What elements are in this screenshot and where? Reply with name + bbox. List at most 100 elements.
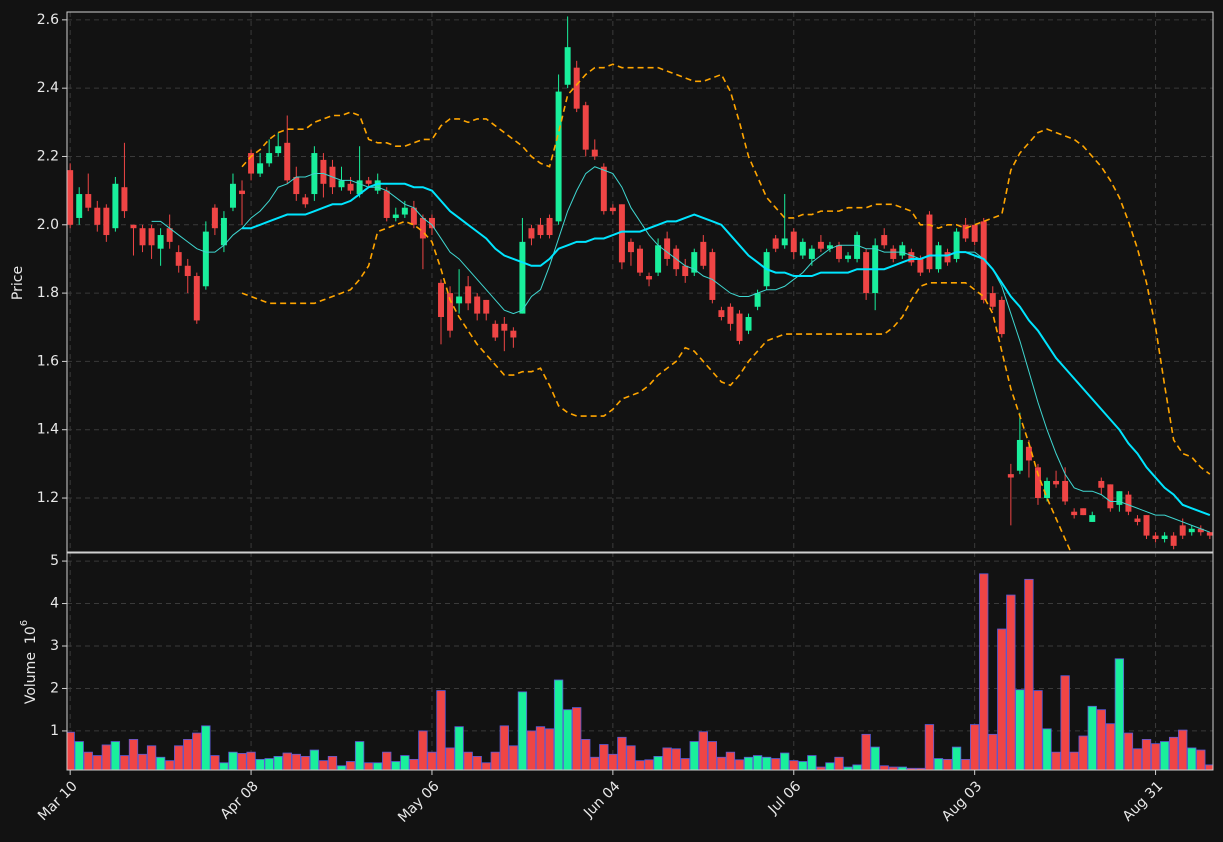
candle-body — [1116, 491, 1123, 505]
candle-body — [1161, 535, 1168, 540]
candle-body — [989, 293, 996, 307]
volume-bar — [572, 707, 582, 770]
candle-body — [890, 248, 897, 259]
volume-bar — [165, 760, 175, 770]
candle-body — [121, 187, 128, 212]
candle-body — [211, 207, 218, 229]
volume-bar — [1159, 741, 1170, 770]
candle-body — [917, 258, 924, 273]
candle-body — [564, 47, 571, 85]
candle-body — [501, 323, 508, 331]
volume-bar — [463, 751, 473, 770]
y-tick-label: 1.8 — [37, 285, 59, 301]
volume-bar — [1096, 709, 1106, 770]
volume-bar — [327, 756, 338, 770]
y-tick-label: 2 — [50, 680, 59, 696]
candle-body — [428, 217, 435, 229]
volume-bar — [825, 762, 835, 770]
volume-bar — [644, 759, 654, 770]
candle-body — [646, 276, 653, 280]
volume-bar — [481, 762, 491, 770]
candle-body — [546, 217, 553, 236]
y-tick-label: 3 — [50, 638, 59, 654]
candle-body — [266, 153, 273, 164]
y-tick-label: 4 — [50, 596, 59, 612]
volume-bar — [526, 730, 537, 770]
volume-bar — [834, 756, 844, 770]
candle-body — [347, 183, 354, 191]
volume-bar — [300, 756, 310, 770]
volume-bar — [264, 758, 274, 770]
candle-body — [817, 241, 824, 249]
volume-bar — [951, 746, 962, 770]
candle-body — [166, 228, 173, 242]
candle-body — [438, 282, 444, 318]
volume-bar — [1042, 728, 1052, 770]
volume-bar — [617, 736, 627, 770]
candle-body — [1152, 535, 1159, 540]
candle-body — [863, 252, 870, 294]
candle-body — [582, 105, 589, 150]
volume-bar — [1196, 749, 1206, 770]
candle-body — [293, 176, 300, 195]
candle-body — [67, 170, 74, 225]
candle-body — [383, 190, 390, 218]
candle-body — [691, 252, 698, 273]
y-tick-label: 1 — [50, 723, 59, 739]
candle-body — [1089, 515, 1096, 522]
volume-bar — [74, 741, 84, 770]
volume-scale-base: 10 — [23, 626, 39, 644]
volume-bar — [698, 731, 708, 770]
candle-body — [591, 149, 598, 157]
volume-bar — [445, 747, 455, 770]
candle-body — [519, 241, 526, 314]
price-pane — [67, 16, 1213, 552]
y-axis-label: Price — [10, 266, 26, 300]
volume-bar — [1006, 594, 1016, 770]
candle-body — [808, 248, 815, 259]
volume-bar — [409, 758, 419, 770]
candle-body — [1044, 480, 1051, 499]
candle-body — [392, 214, 399, 218]
candle-body — [193, 276, 200, 321]
candle-body — [239, 190, 246, 195]
candle-body — [1134, 518, 1141, 522]
candle-body — [980, 221, 987, 300]
overlay-line — [241, 63, 1211, 475]
volume-bar — [508, 745, 519, 770]
volume-bar — [119, 755, 130, 770]
y-tick-label: 5 — [50, 553, 59, 569]
volume-bar — [807, 755, 817, 770]
candle-body — [483, 299, 490, 314]
volume-bar — [1060, 675, 1070, 770]
candle-body — [899, 245, 906, 256]
volume-bar — [1024, 578, 1034, 770]
candle-body — [148, 228, 155, 246]
candle-body — [971, 224, 978, 242]
volume-bar — [581, 739, 591, 770]
overlay-line — [242, 182, 1211, 517]
y-tick-label: 1.2 — [37, 490, 59, 506]
volume-bar — [418, 730, 428, 770]
candle-body — [1071, 511, 1078, 516]
volume-bar — [1205, 764, 1213, 770]
volume-label: Volume — [23, 652, 39, 704]
overlay-line — [241, 220, 1072, 552]
volume-bar — [201, 725, 211, 770]
volume-bar — [1150, 743, 1161, 770]
volume-bar — [599, 744, 609, 770]
volume-bar — [1033, 690, 1043, 770]
volume-bar — [318, 760, 329, 770]
y-tick-label: 2.6 — [37, 12, 59, 28]
candle-body — [718, 310, 725, 318]
volume-bar — [653, 756, 663, 770]
volume-scale-exponent: 6 — [19, 620, 30, 626]
candle-body — [600, 166, 607, 212]
volume-bar — [1105, 723, 1115, 770]
volume-bar — [635, 760, 645, 770]
volume-bar — [1069, 751, 1079, 770]
candle-body — [998, 299, 1005, 335]
volume-bar — [743, 756, 754, 770]
candle-body — [881, 235, 888, 246]
